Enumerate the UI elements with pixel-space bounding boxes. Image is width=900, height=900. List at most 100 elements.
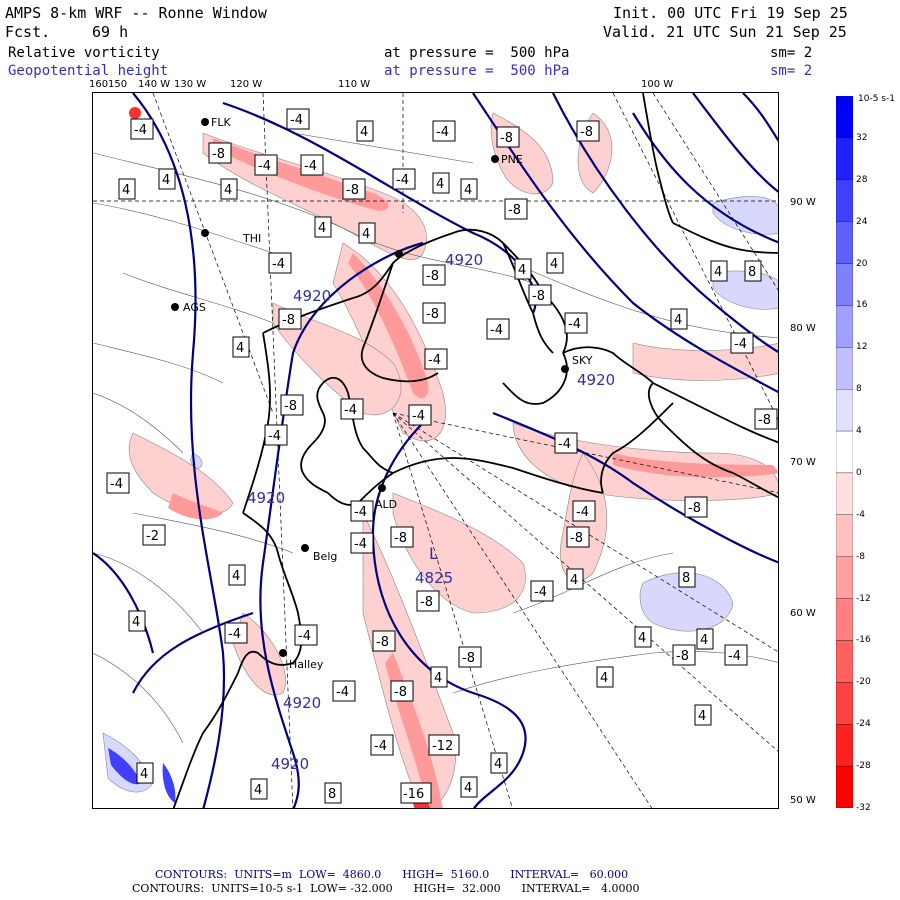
colorbar-tick-label: 4 xyxy=(856,426,862,437)
height-label: 4920 xyxy=(577,371,615,389)
svg-text:4: 4 xyxy=(700,633,708,648)
vort-box: 4 xyxy=(358,222,376,244)
svg-text:-4: -4 xyxy=(290,113,303,128)
colorbar-block xyxy=(836,556,853,599)
vort-box: 4 xyxy=(514,258,532,280)
svg-text:-8: -8 xyxy=(462,651,475,666)
svg-text:4: 4 xyxy=(518,263,526,278)
colorbar-block xyxy=(836,765,853,808)
station-sky: SKY xyxy=(572,354,593,367)
vort-box: -8 xyxy=(208,142,232,164)
field1-level: at pressure = 500 hPa xyxy=(384,45,570,61)
vort-box: 4 xyxy=(634,626,652,648)
svg-text:-4: -4 xyxy=(272,257,285,272)
svg-text:-4: -4 xyxy=(134,123,147,138)
colorbar-tick-label: 0 xyxy=(856,467,862,478)
vort-box: 4 xyxy=(710,260,728,282)
vort-box: 4 xyxy=(250,778,268,800)
field2-smoothing: sm= 2 xyxy=(770,63,813,79)
height-label: 4825 xyxy=(415,569,453,587)
svg-text:-4: -4 xyxy=(534,585,547,600)
colorbar-block xyxy=(836,682,853,725)
svg-text:4: 4 xyxy=(714,265,722,280)
svg-text:-4: -4 xyxy=(228,627,241,642)
lon-label-160: 160 xyxy=(89,79,109,90)
height-label: 4920 xyxy=(293,287,331,305)
svg-text:-4: -4 xyxy=(258,159,271,174)
svg-text:4: 4 xyxy=(638,631,646,646)
vort-box: -4 xyxy=(424,348,448,370)
svg-text:-4: -4 xyxy=(490,323,503,338)
height-contour-info: CONTOURS: UNITS=m LOW= 4860.0 HIGH= 5160… xyxy=(155,868,629,881)
svg-text:-8: -8 xyxy=(284,399,297,414)
vort-box: -8 xyxy=(684,496,708,518)
vort-box: -4 xyxy=(332,680,356,702)
forecast-hour: 69 h xyxy=(92,23,129,41)
svg-text:-8: -8 xyxy=(212,147,225,162)
vort-box: -8 xyxy=(504,198,528,220)
vort-box: -4 xyxy=(254,154,278,176)
colorbar-block xyxy=(836,724,853,767)
lon-label-150: 150 xyxy=(108,79,128,90)
vort-box: -4 xyxy=(350,532,374,554)
lat-label-70w: 70 W xyxy=(790,457,816,468)
vort-box: 4 xyxy=(670,308,688,330)
colorbar-block xyxy=(836,137,853,180)
map-title: AMPS 8-km WRF -- Ronne Window xyxy=(5,4,267,22)
svg-text:4: 4 xyxy=(132,615,140,630)
vort-box: 8 xyxy=(678,566,696,588)
svg-text:-8: -8 xyxy=(758,413,771,428)
colorbar-block xyxy=(836,305,853,348)
init-time: Init. 00 UTC Fri 19 Sep 25 xyxy=(613,4,848,22)
svg-text:4: 4 xyxy=(318,221,326,236)
vort-box: -8 xyxy=(672,644,696,666)
svg-text:-4: -4 xyxy=(396,173,409,188)
svg-text:8: 8 xyxy=(682,571,690,586)
colorbar-block xyxy=(836,598,853,641)
colorbar-tick-label: -24 xyxy=(856,719,871,730)
strong-positive-vorticity-fill xyxy=(108,748,176,803)
vort-box: -4 xyxy=(486,318,510,340)
lon-label-110w: 110 W xyxy=(338,79,371,90)
colorbar-tick-label: 28 xyxy=(856,174,868,185)
svg-text:-4: -4 xyxy=(336,685,349,700)
lat-label-60w: 60 W xyxy=(790,608,816,619)
svg-text:4: 4 xyxy=(698,709,706,724)
svg-text:-8: -8 xyxy=(532,289,545,304)
vort-box: -4 xyxy=(286,108,310,130)
svg-text:4: 4 xyxy=(600,671,608,686)
svg-text:4: 4 xyxy=(464,781,472,796)
vort-box: -8 xyxy=(566,526,590,548)
lon-label-120w: 120 W xyxy=(230,79,263,90)
vort-box: -8 xyxy=(754,408,778,430)
lon-label-130w: 130 W xyxy=(174,79,207,90)
station-pne: PNE xyxy=(501,153,523,166)
svg-text:-8: -8 xyxy=(426,307,439,322)
forecast-label: Fcst. xyxy=(5,23,51,41)
vort-box: -4 xyxy=(350,500,374,522)
svg-text:4: 4 xyxy=(254,783,262,798)
svg-text:-4: -4 xyxy=(374,739,387,754)
colorbar-tick-label: -32 xyxy=(856,803,871,813)
svg-text:-4: -4 xyxy=(354,505,367,520)
colorbar-unit: 10-5 s-1 xyxy=(858,94,895,104)
svg-text:-4: -4 xyxy=(734,337,747,352)
vorticity-contour-info: CONTOURS: UNITS=10-5 s-1 LOW= -32.000 HI… xyxy=(132,882,640,895)
lon-label-140w: 140 W xyxy=(138,79,171,90)
svg-text:-8: -8 xyxy=(346,183,359,198)
svg-text:4: 4 xyxy=(550,257,558,272)
vort-box: -4 xyxy=(564,312,588,334)
svg-text:4: 4 xyxy=(674,313,682,328)
vort-box: 4 xyxy=(460,776,478,798)
low-marker: L xyxy=(429,544,438,563)
svg-text:-4: -4 xyxy=(304,159,317,174)
vort-box: 4 xyxy=(356,120,374,142)
svg-text:-8: -8 xyxy=(500,131,513,146)
vort-box: 4 xyxy=(490,752,508,774)
vorticity-height-map: FLK PNE THI AGS ALD SKY Belg Halley 4920… xyxy=(93,93,778,808)
vorticity-label-boxes: -4 -4 4 -4 -8 -8 -8 -4 -4 -8 -4 4 4 4 4 … xyxy=(106,108,778,804)
svg-text:-4: -4 xyxy=(110,477,123,492)
height-label: 4920 xyxy=(247,489,285,507)
colorbar-tick-label: 16 xyxy=(856,300,868,311)
svg-text:-8: -8 xyxy=(676,649,689,664)
